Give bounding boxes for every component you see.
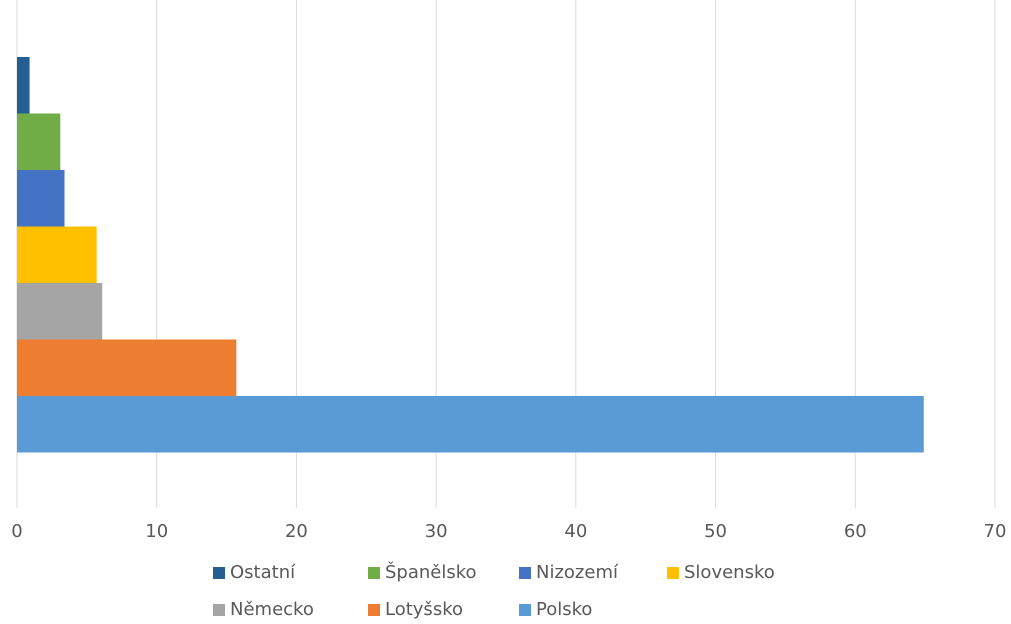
- x-tick-label: 50: [704, 521, 727, 542]
- legend-swatch: [213, 567, 225, 579]
- x-tick-label: 40: [564, 521, 587, 542]
- legend-label: Španělsko: [385, 561, 477, 583]
- legend-label: Slovensko: [684, 562, 775, 583]
- legend-swatch: [368, 567, 380, 579]
- legend-swatch: [368, 604, 380, 616]
- legend-label: Nizozemí: [536, 562, 619, 583]
- bar: [17, 283, 103, 340]
- x-tick-label: 30: [425, 521, 448, 542]
- x-tick-label: 10: [145, 521, 168, 542]
- x-tick-label: 60: [844, 521, 867, 542]
- bar: [17, 339, 237, 396]
- legend-swatch: [519, 567, 531, 579]
- bar: [17, 113, 61, 170]
- legend-label: Ostatní: [230, 562, 296, 583]
- bar: [17, 396, 924, 453]
- bar: [17, 57, 30, 114]
- bar: [17, 226, 97, 283]
- legend-swatch: [519, 604, 531, 616]
- legend-label: Německo: [230, 599, 314, 620]
- legend-swatch: [213, 604, 225, 616]
- x-tick-label: 70: [984, 521, 1007, 542]
- legend-swatch: [667, 567, 679, 579]
- x-tick-label: 0: [11, 521, 22, 542]
- legend-label: Lotyšsko: [385, 599, 463, 620]
- x-tick-label: 20: [285, 521, 308, 542]
- bar: [17, 170, 65, 227]
- legend-label: Polsko: [536, 599, 592, 620]
